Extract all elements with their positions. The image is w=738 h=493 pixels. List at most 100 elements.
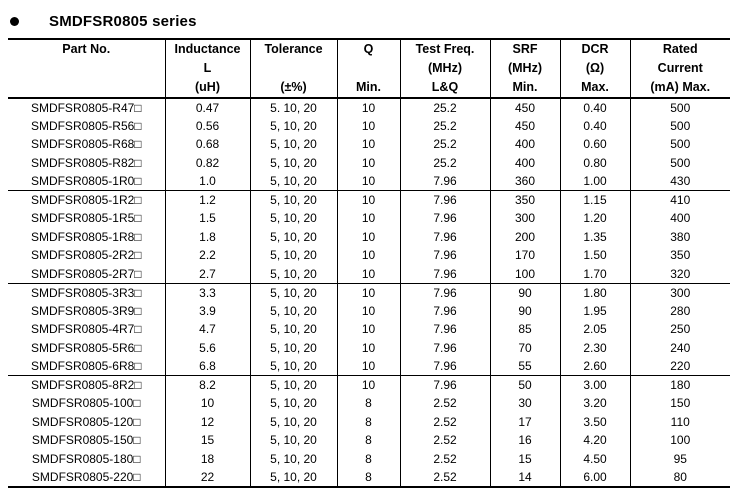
page-title: SMDFSR0805 series <box>49 12 197 30</box>
cell-srf: 200 <box>489 227 560 246</box>
cell-srf: 400 <box>489 153 560 172</box>
cell-q: 10 <box>336 264 400 283</box>
table-row: SMDFSR0805-2R7□ 2.7 5, 10, 20 10 7.96 100 1.70… <box>8 264 730 283</box>
cell-inductance: 1.8 <box>164 227 250 246</box>
row-group: SMDFSR0805-1R2□ 1.2 5, 10, 20 10 7.96 350 1.15… <box>8 190 730 283</box>
table-row: SMDFSR0805-5R6□ 5.6 5, 10, 20 10 7.96 70 2.30 2… <box>8 338 730 357</box>
cell-test-freq: 2.52 <box>399 468 490 487</box>
cell-test-freq: 7.96 <box>399 209 490 228</box>
table-row: SMDFSR0805-1R2□ 1.2 5, 10, 20 10 7.96 350 1.15… <box>8 190 730 209</box>
cell-rated-current: 380 <box>629 227 730 246</box>
cell-rated-current: 280 <box>629 301 730 320</box>
cell-test-freq: 7.96 <box>399 357 490 376</box>
cell-inductance: 0.68 <box>164 135 250 154</box>
cell-q: 8 <box>336 449 400 468</box>
cell-part-no: SMDFSR0805-R47□ <box>30 100 142 115</box>
section-title-row: SMDFSR0805 series <box>0 0 738 38</box>
cell-rated-current: 250 <box>629 320 730 339</box>
cell-tolerance: 5, 10, 20 <box>249 209 337 228</box>
column-header-srf-line: SRF <box>512 42 538 56</box>
cell-q: 10 <box>336 172 400 191</box>
cell-q: 10 <box>336 190 400 209</box>
cell-tolerance: 5, 10, 20 <box>249 246 337 265</box>
cell-q: 10 <box>336 338 400 357</box>
column-header-test-freq-line: L&Q <box>431 80 459 94</box>
cell-part-no: SMDFSR0805-1R8□ <box>30 229 142 244</box>
cell-part-no: SMDFSR0805-6R8□ <box>30 359 142 373</box>
cell-test-freq: 2.52 <box>399 431 490 450</box>
table-row: SMDFSR0805-100□ 10 5, 10, 20 8 2.52 30 3.20 150 <box>8 394 730 413</box>
cell-q: 10 <box>336 227 400 246</box>
cell-q: 10 <box>336 301 400 320</box>
cell-inductance: 15 <box>164 431 250 450</box>
cell-tolerance: 5, 10, 20 <box>249 282 337 302</box>
column-header-dcr-line: (Ω) <box>585 61 605 75</box>
cell-part-no: SMDFSR0805-R56□ <box>30 118 142 133</box>
table-row: SMDFSR0805-120□ 12 5, 10, 20 8 2.52 17 3.50 110 <box>8 412 730 431</box>
cell-dcr: 1.20 <box>559 209 630 228</box>
table-row: SMDFSR0805-3R3□ 3.3 5, 10, 20 10 7.96 90 1.80 3… <box>8 282 730 302</box>
column-header-part-no-line <box>8 78 165 97</box>
cell-part-no: SMDFSR0805-5R6□ <box>30 340 142 355</box>
cell-srf: 30 <box>489 394 560 413</box>
cell-tolerance: 5, 10, 20 <box>249 394 337 413</box>
cell-dcr: 6.00 <box>559 468 630 487</box>
cell-rated-current: 110 <box>629 412 730 431</box>
cell-inductance: 22 <box>164 468 250 487</box>
table-row: SMDFSR0805-6R8□ 6.8 5, 10, 20 10 7.96 55 2.60 2… <box>8 357 730 376</box>
table-row: SMDFSR0805-1R0□ 1.0 5, 10, 20 10 7.96 360 1.00… <box>8 172 730 191</box>
cell-part-no: SMDFSR0805-3R3□ <box>8 282 165 302</box>
column-header-inductance-line: Inductance <box>174 42 241 56</box>
cell-inductance: 4.7 <box>164 320 250 339</box>
column-header-q: Q Min. <box>336 39 400 99</box>
cell-q: 10 <box>336 375 400 394</box>
column-header-q-line <box>338 59 400 78</box>
row-group: SMDFSR0805-R47□ 0.47 5. 10, 20 10 25.2 450 0.4… <box>8 98 730 191</box>
cell-tolerance: 5, 10, 20 <box>249 172 337 191</box>
column-header-rated-current-line: (mA) Max. <box>650 80 711 94</box>
column-header-inductance-line: (uH) <box>195 80 220 94</box>
cell-dcr: 2.05 <box>559 320 630 339</box>
cell-q: 8 <box>336 412 400 431</box>
cell-rated-current: 500 <box>629 153 730 172</box>
column-header-test-freq-line: Test Freq. <box>415 42 475 56</box>
cell-rated-current: 150 <box>629 394 730 413</box>
table-row: SMDFSR0805-3R9□ 3.9 5, 10, 20 10 7.96 90 1.95 2… <box>8 301 730 320</box>
cell-test-freq: 25.2 <box>399 153 490 172</box>
cell-part-no: SMDFSR0805-150□ <box>31 433 141 448</box>
cell-part-no: SMDFSR0805-2R7□ <box>30 266 142 281</box>
column-header-inductance-line: L <box>203 61 212 75</box>
cell-dcr: 3.50 <box>559 412 630 431</box>
cell-inductance: 3.3 <box>164 282 250 302</box>
column-header-inductance: Inductance L (uH) <box>164 39 250 99</box>
cell-part-no: SMDFSR0805-220□ <box>31 469 141 484</box>
row-group: SMDFSR0805-8R2□ 8.2 5, 10, 20 10 7.96 50 3.00 1… <box>8 375 730 487</box>
cell-rated-current: 240 <box>629 338 730 357</box>
cell-part-no: SMDFSR0805-120□ <box>31 414 141 429</box>
cell-q: 10 <box>336 209 400 228</box>
cell-rated-current: 400 <box>629 209 730 228</box>
cell-srf: 17 <box>489 412 560 431</box>
table-row: SMDFSR0805-180□ 18 5, 10, 20 8 2.52 15 4.50 95 <box>8 449 730 468</box>
table-row: SMDFSR0805-1R5□ 1.5 5, 10, 20 10 7.96 300 1.20… <box>8 209 730 228</box>
column-header-tolerance-line <box>251 59 337 78</box>
cell-part-no: SMDFSR0805-R82□ <box>30 155 142 170</box>
cell-rated-current: 500 <box>629 98 730 117</box>
cell-dcr: 0.80 <box>559 153 630 172</box>
cell-srf: 50 <box>489 375 560 394</box>
bullet-icon <box>10 16 19 26</box>
cell-inductance: 6.8 <box>164 357 250 376</box>
cell-tolerance: 5, 10, 20 <box>249 357 337 376</box>
table-header: Part No. Inductance L (uH) Tolerance (±%) Q … <box>8 39 730 99</box>
cell-inductance: 1.0 <box>164 172 250 191</box>
cell-inductance: 2.7 <box>164 264 250 283</box>
cell-part-no: SMDFSR0805-3R9□ <box>30 303 142 318</box>
cell-srf: 100 <box>489 264 560 283</box>
cell-dcr: 0.40 <box>559 98 630 117</box>
cell-srf: 170 <box>489 246 560 265</box>
cell-inductance: 1.2 <box>164 190 250 209</box>
cell-srf: 85 <box>489 320 560 339</box>
table-row: SMDFSR0805-R82□ 0.82 5, 10, 20 10 25.2 400 0.8… <box>8 153 730 172</box>
cell-inductance: 10 <box>164 394 250 413</box>
